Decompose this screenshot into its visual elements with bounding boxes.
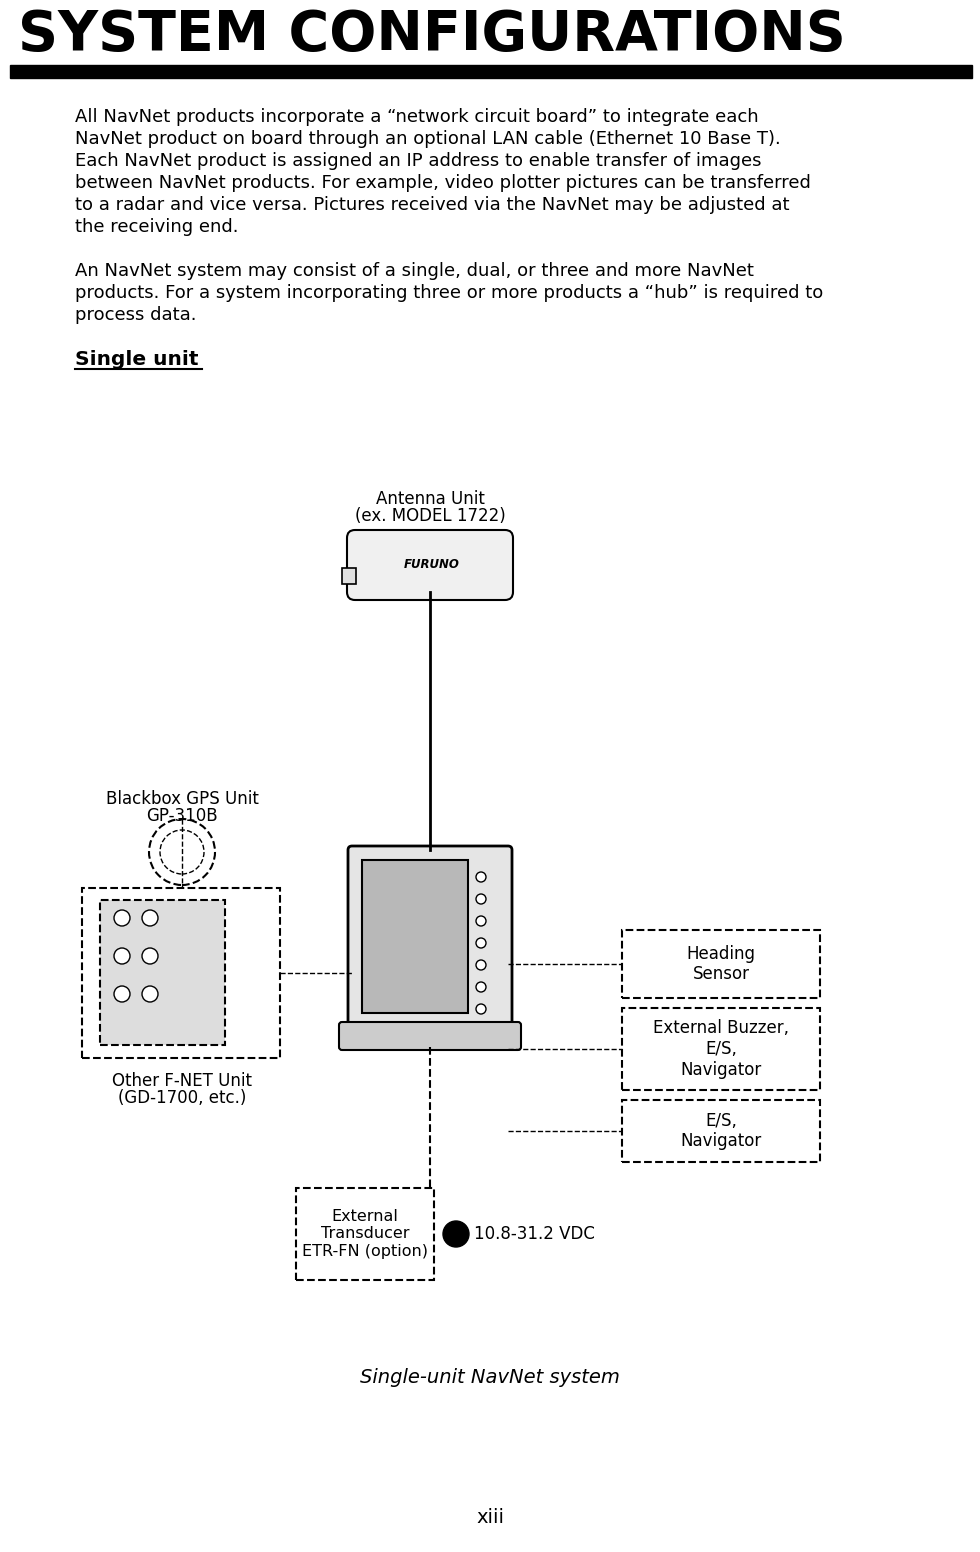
Text: FURUNO: FURUNO — [404, 559, 460, 571]
Bar — [100, 900, 225, 1044]
Text: External
Transducer
ETR-FN (option): External Transducer ETR-FN (option) — [302, 1209, 428, 1259]
Text: Antenna Unit: Antenna Unit — [375, 490, 484, 508]
Bar — [622, 930, 820, 998]
Circle shape — [142, 909, 158, 927]
Text: (GD-1700, etc.): (GD-1700, etc.) — [118, 1090, 246, 1107]
Bar — [622, 1100, 820, 1162]
Circle shape — [476, 961, 486, 970]
Text: NavNet product on board through an optional LAN cable (Ethernet 10 Base T).: NavNet product on board through an optio… — [75, 130, 781, 147]
Circle shape — [476, 894, 486, 903]
FancyBboxPatch shape — [339, 1023, 521, 1051]
Circle shape — [476, 937, 486, 948]
FancyBboxPatch shape — [348, 846, 512, 1029]
Text: All NavNet products incorporate a “network circuit board” to integrate each: All NavNet products incorporate a “netwo… — [75, 109, 759, 126]
Text: between NavNet products. For example, video plotter pictures can be transferred: between NavNet products. For example, vi… — [75, 174, 810, 192]
Bar — [342, 568, 356, 584]
Circle shape — [114, 986, 130, 1003]
Text: the receiving end.: the receiving end. — [75, 217, 238, 236]
Circle shape — [114, 909, 130, 927]
Text: E/S,
Navigator: E/S, Navigator — [680, 1111, 761, 1150]
Circle shape — [476, 872, 486, 882]
Text: Blackbox GPS Unit: Blackbox GPS Unit — [106, 790, 259, 809]
Text: to a radar and vice versa. Pictures received via the NavNet may be adjusted at: to a radar and vice versa. Pictures rece… — [75, 196, 790, 214]
Text: process data.: process data. — [75, 306, 197, 324]
Text: GP-310B: GP-310B — [146, 807, 218, 826]
Circle shape — [476, 1004, 486, 1013]
Circle shape — [114, 948, 130, 964]
Text: Heading
Sensor: Heading Sensor — [687, 945, 756, 984]
Text: products. For a system incorporating three or more products a “hub” is required : products. For a system incorporating thr… — [75, 284, 823, 303]
Bar — [10, 65, 972, 78]
Text: Other F-NET Unit: Other F-NET Unit — [112, 1072, 252, 1090]
Bar — [362, 860, 468, 1013]
Text: xiii: xiii — [476, 1509, 504, 1527]
Text: An NavNet system may consist of a single, dual, or three and more NavNet: An NavNet system may consist of a single… — [75, 262, 754, 279]
Text: Single unit: Single unit — [75, 351, 199, 369]
Text: 10.8-31.2 VDC: 10.8-31.2 VDC — [474, 1225, 595, 1243]
Circle shape — [476, 982, 486, 992]
Bar — [296, 1187, 434, 1280]
FancyBboxPatch shape — [347, 529, 513, 601]
Bar — [82, 888, 280, 1058]
Circle shape — [142, 948, 158, 964]
Circle shape — [443, 1221, 469, 1246]
Text: External Buzzer,
E/S,
Navigator: External Buzzer, E/S, Navigator — [653, 1020, 789, 1079]
Text: Single-unit NavNet system: Single-unit NavNet system — [360, 1367, 620, 1387]
Bar — [622, 1007, 820, 1090]
Text: (ex. MODEL 1722): (ex. MODEL 1722) — [355, 508, 506, 525]
Circle shape — [476, 916, 486, 927]
Circle shape — [142, 986, 158, 1003]
Text: SYSTEM CONFIGURATIONS: SYSTEM CONFIGURATIONS — [18, 8, 846, 62]
Text: Each NavNet product is assigned an IP address to enable transfer of images: Each NavNet product is assigned an IP ad… — [75, 152, 761, 171]
